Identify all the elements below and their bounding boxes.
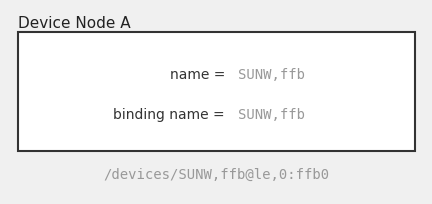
Text: SUNW,ffb: SUNW,ffb xyxy=(238,108,305,121)
Text: Device Node A: Device Node A xyxy=(18,16,130,31)
Text: binding name =: binding name = xyxy=(113,108,225,121)
Text: name =: name = xyxy=(170,68,225,82)
Text: SUNW,ffb: SUNW,ffb xyxy=(238,68,305,82)
Text: /devices/SUNW,ffb@le,0:ffb0: /devices/SUNW,ffb@le,0:ffb0 xyxy=(103,167,329,181)
Bar xyxy=(18,33,415,151)
